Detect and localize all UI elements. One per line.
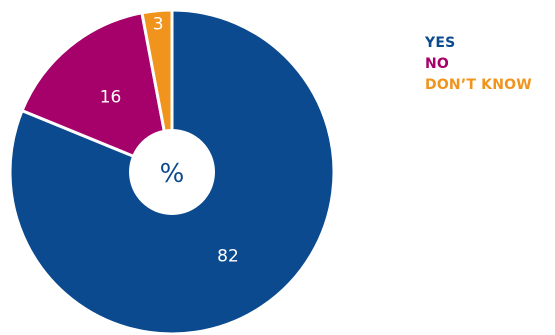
value-label-no: 16 xyxy=(100,88,122,108)
value-label-yes: 82 xyxy=(217,246,239,266)
pie-slice-no xyxy=(20,11,174,175)
legend-item-dont-know: DON’T KNOW xyxy=(425,77,532,93)
center-label: % xyxy=(160,159,185,189)
legend-item-no: NO xyxy=(425,56,450,72)
value-labels: 82 16 3 xyxy=(100,15,239,267)
center-hole xyxy=(129,129,215,215)
legend-item-yes: YES xyxy=(425,35,456,51)
legend: YES NO DON’T KNOW xyxy=(425,33,532,96)
value-label-don-t-know: 3 xyxy=(153,15,164,35)
